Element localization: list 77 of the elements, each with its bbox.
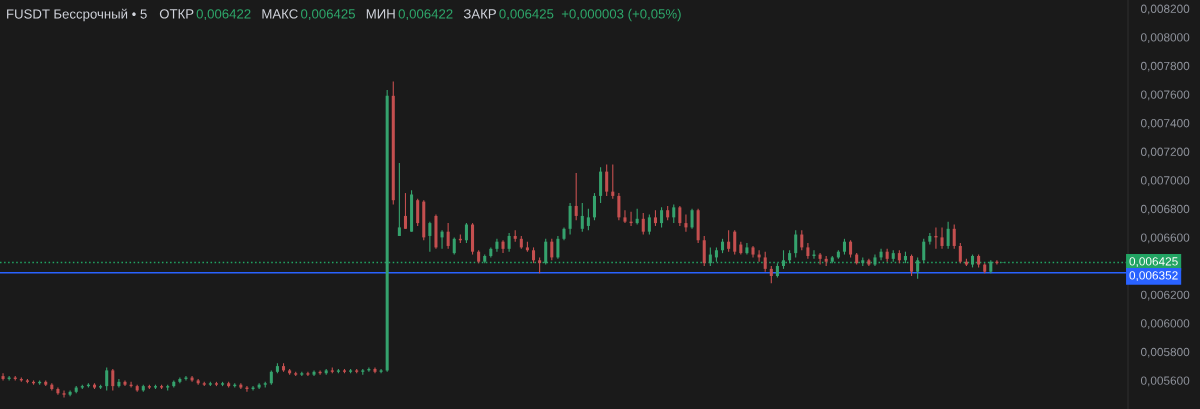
candlestick: [550, 238, 554, 261]
y-tick-label: 0,008000: [1140, 33, 1190, 43]
y-tick-label: 0,007000: [1140, 176, 1190, 186]
candlestick: [812, 249, 816, 260]
candlestick: [105, 366, 109, 391]
candlestick: [800, 229, 804, 251]
candlestick: [946, 221, 950, 250]
candlestick: [580, 202, 584, 233]
y-tick-label: 0,005600: [1140, 376, 1190, 387]
candlestick: [68, 389, 72, 397]
candlestick: [727, 229, 731, 253]
candlestick: [794, 229, 798, 258]
y-tick-label: 0,006000: [1140, 319, 1190, 329]
y-tick-label: 0,006200: [1140, 290, 1190, 301]
candlestick: [416, 198, 420, 227]
candlestick: [312, 369, 316, 377]
candlestick: [781, 249, 786, 270]
candlestick: [397, 162, 401, 237]
candlestick: [708, 246, 712, 267]
y-tick-label: 0,007800: [1140, 61, 1190, 72]
candlestick: [586, 208, 590, 231]
candlestick: [958, 242, 962, 264]
candlestick: [818, 252, 822, 266]
y-tick-label: 0,006800: [1140, 204, 1190, 215]
candlestick: [446, 222, 450, 250]
candlestick: [544, 238, 548, 266]
candlestick: [123, 379, 127, 387]
annotation: МАКС: [262, 9, 298, 19]
candlestick: [556, 235, 560, 260]
annotation: 0,006422: [398, 9, 453, 21]
candlestick: [910, 253, 914, 277]
candlestick: [678, 205, 682, 227]
candlestick: [922, 238, 926, 264]
candlestick: [672, 203, 676, 224]
candlestick: [617, 192, 621, 221]
candlestick: [763, 251, 767, 273]
candlestick: [952, 223, 956, 250]
candlestick: [574, 172, 578, 221]
candlestick: [611, 163, 615, 200]
y-tick-label: 0,005800: [1140, 347, 1190, 358]
candlestick: [745, 242, 749, 256]
y-tick-label: 0,008200: [1140, 4, 1190, 15]
candlestick: [403, 192, 407, 230]
candlestick: [507, 232, 511, 253]
candlestick: [647, 213, 651, 236]
annotation: 0,006425: [301, 9, 355, 21]
candlestick: [684, 213, 688, 233]
candlestick: [641, 212, 645, 236]
candlestick: [605, 163, 609, 197]
annotation: 0,006425 +0,000003 (+0,05%): [499, 8, 681, 22]
candlestick: [568, 202, 572, 236]
candlestick: [916, 256, 920, 280]
candlestick: [660, 206, 664, 228]
candlestick: [702, 235, 706, 267]
annotation: ЗАКР: [463, 9, 496, 19]
candlestick: [1, 372, 5, 381]
candlestick: [111, 368, 115, 391]
candlestick: [940, 226, 944, 250]
candlestick: [117, 378, 121, 389]
y-tick-label: 0,007400: [1140, 119, 1190, 129]
y-tick-label: 0,007200: [1140, 147, 1190, 158]
candlestick: [623, 209, 627, 224]
candlestick: [733, 229, 737, 256]
y-tick-label: 0,007600: [1140, 90, 1190, 101]
candlestick: [592, 192, 597, 221]
ref-line-label: 0,006425: [1129, 257, 1178, 267]
candlestick: [428, 221, 432, 253]
candlestick: [62, 389, 66, 399]
candlestick: [257, 382, 261, 390]
annotation: МИН: [366, 9, 395, 19]
y-tick-label: 0,006600: [1140, 233, 1190, 244]
ref-line-label: 0,006352: [1129, 271, 1178, 281]
annotation: 0,006422: [196, 9, 251, 21]
candlestick: [690, 208, 694, 230]
candlestick: [464, 222, 468, 244]
annotation: ОТКР: [159, 9, 194, 19]
text: FUSDT Бессрочный • 5: [7, 8, 147, 22]
